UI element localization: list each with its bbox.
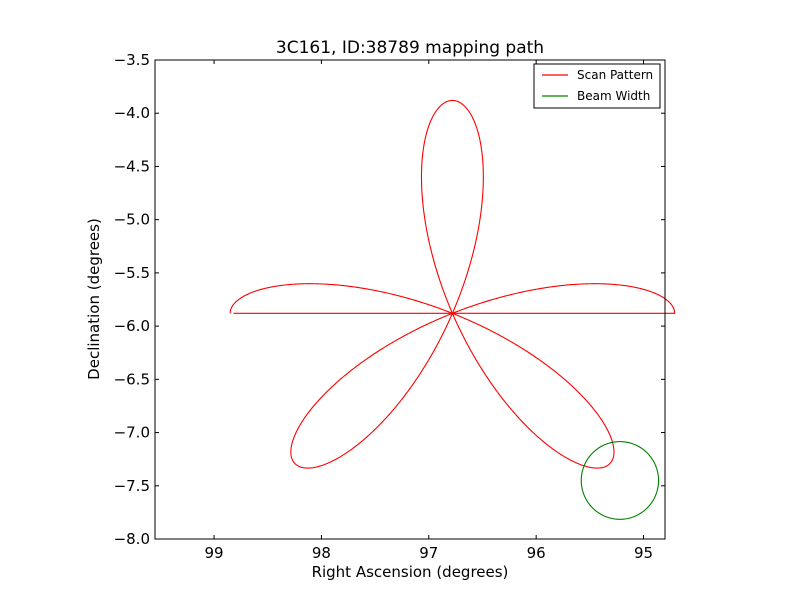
x-axis-label: Right Ascension (degrees) (312, 563, 509, 581)
legend: Scan Pattern Beam Width (533, 63, 661, 109)
x-tick-label: 98 (312, 544, 331, 562)
y-tick-label: −4.5 (114, 157, 150, 175)
y-tick-label: −7.5 (114, 477, 150, 495)
x-tick-label: 95 (634, 544, 653, 562)
y-tick-label: −5.5 (114, 264, 150, 282)
y-tick-label: −8.0 (114, 530, 150, 548)
chart-title: 3C161, ID:38789 mapping path (276, 38, 544, 58)
y-tick-label: −6.0 (114, 317, 150, 335)
y-tick-label: −6.5 (114, 370, 150, 388)
plot-frame (154, 59, 666, 540)
x-tick-label: 96 (527, 544, 546, 562)
plot-layer (229, 99, 676, 520)
series-line-scan-pattern (229, 99, 676, 469)
x-tick-label: 99 (205, 544, 224, 562)
legend-box (533, 63, 661, 109)
y-axis-label: Declination (degrees) (85, 218, 103, 380)
x-tick-label: 97 (419, 544, 438, 562)
legend-label-scan-pattern: Scan Pattern (577, 68, 653, 82)
y-tick-label: −7.0 (114, 424, 150, 442)
y-tick-label: −5.0 (114, 211, 150, 229)
series-line-beam-width (580, 441, 660, 520)
tick-layer: 99 98 97 96 95 −3.5 −4.0 −4.5 −5.0 −5.5 −6.0 −6.5 −7… (114, 51, 665, 562)
y-tick-label: −3.5 (114, 51, 150, 69)
y-tick-label: −4.0 (114, 104, 150, 122)
legend-label-beam-width: Beam Width (577, 89, 650, 103)
